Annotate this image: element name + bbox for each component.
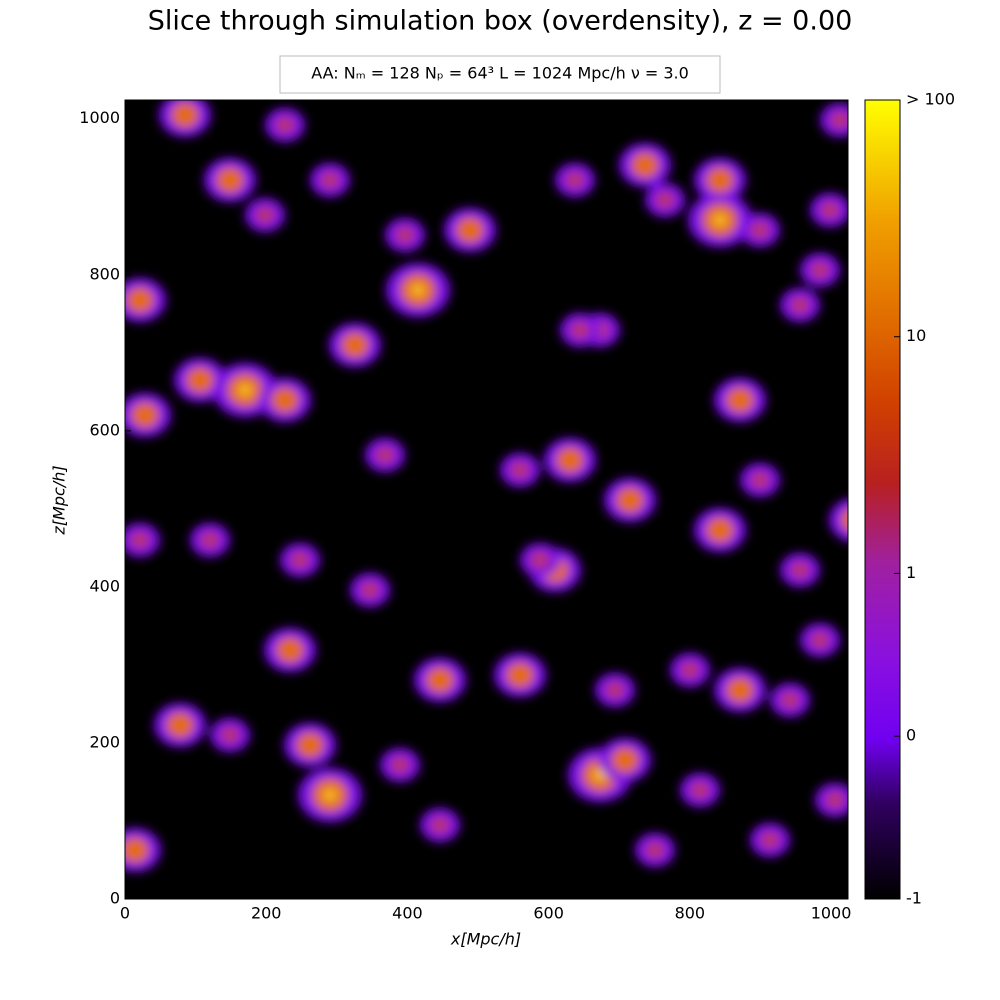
colorbar — [864, 99, 901, 900]
core — [810, 631, 830, 649]
x-tick-label: 600 — [533, 904, 564, 923]
halo — [829, 498, 848, 542]
core — [570, 321, 590, 339]
colorbar-tick-label: 10 — [906, 326, 926, 345]
core — [426, 667, 454, 693]
core — [825, 791, 845, 809]
core — [645, 841, 665, 859]
chart-title: Slice through simulation box (overdensit… — [148, 6, 853, 37]
core — [760, 831, 780, 849]
peak — [323, 789, 337, 801]
core — [690, 781, 710, 799]
core — [841, 508, 848, 532]
core — [296, 732, 324, 758]
y-tick-label: 0 — [110, 889, 120, 908]
core — [790, 296, 810, 314]
x-tick-label: 200 — [251, 904, 282, 923]
core — [655, 191, 675, 209]
core — [216, 167, 244, 193]
core — [830, 111, 848, 129]
core — [341, 332, 369, 358]
core — [130, 531, 150, 549]
core — [631, 152, 659, 178]
core — [820, 201, 840, 219]
core — [131, 402, 159, 428]
core — [275, 116, 295, 134]
core — [565, 171, 585, 189]
annotation-box — [279, 55, 721, 94]
colorbar-tick-label: 0 — [906, 726, 916, 745]
colorbar-tick-label: > 100 — [906, 90, 955, 109]
density-field — [125, 100, 848, 872]
core — [456, 217, 484, 243]
y-tick-label: 200 — [89, 732, 120, 751]
core — [780, 691, 800, 709]
core — [276, 637, 304, 663]
core — [726, 387, 754, 413]
core — [750, 221, 770, 239]
core — [290, 551, 310, 569]
y-axis-label: z[Mpc/h] — [50, 465, 69, 535]
core — [506, 662, 534, 688]
peak — [411, 284, 425, 296]
core — [726, 677, 754, 703]
core — [125, 837, 149, 863]
core — [375, 446, 395, 464]
core — [530, 551, 550, 569]
peak — [713, 214, 727, 226]
x-axis-label: x[Mpc/h] — [450, 930, 521, 949]
core — [616, 487, 644, 513]
x-tick-label: 1000 — [811, 904, 852, 923]
plot-frame — [124, 99, 849, 900]
core — [750, 471, 770, 489]
core — [220, 726, 240, 744]
core — [271, 387, 299, 413]
y-tick-label: 1000 — [79, 108, 120, 127]
x-tick-label: 400 — [392, 904, 423, 923]
colorbar-tick-label: 1 — [906, 563, 916, 582]
core — [395, 226, 415, 244]
core — [320, 171, 340, 189]
core — [510, 461, 530, 479]
core — [605, 681, 625, 699]
core — [706, 167, 734, 193]
core — [166, 712, 194, 738]
peak — [238, 384, 252, 396]
y-tick-label: 400 — [89, 576, 120, 595]
x-tick-label: 800 — [675, 904, 706, 923]
core — [790, 561, 810, 579]
x-tick-label: 0 — [120, 904, 130, 923]
core — [611, 747, 639, 773]
core — [556, 447, 584, 473]
colorbar-tick-label: -1 — [906, 889, 922, 908]
core — [390, 756, 410, 774]
core — [680, 661, 700, 679]
core — [430, 816, 450, 834]
y-tick-label: 600 — [89, 420, 120, 439]
core — [810, 261, 830, 279]
core — [126, 287, 154, 313]
core — [186, 367, 214, 393]
core — [255, 206, 275, 224]
y-tick-label: 800 — [89, 264, 120, 283]
annotation: AA: Nₘ = 128 Nₚ = 64³ L = 1024 Mpc/h ν =… — [311, 64, 689, 83]
core — [706, 517, 734, 543]
core — [360, 581, 380, 599]
core — [200, 531, 220, 549]
core — [171, 102, 199, 128]
